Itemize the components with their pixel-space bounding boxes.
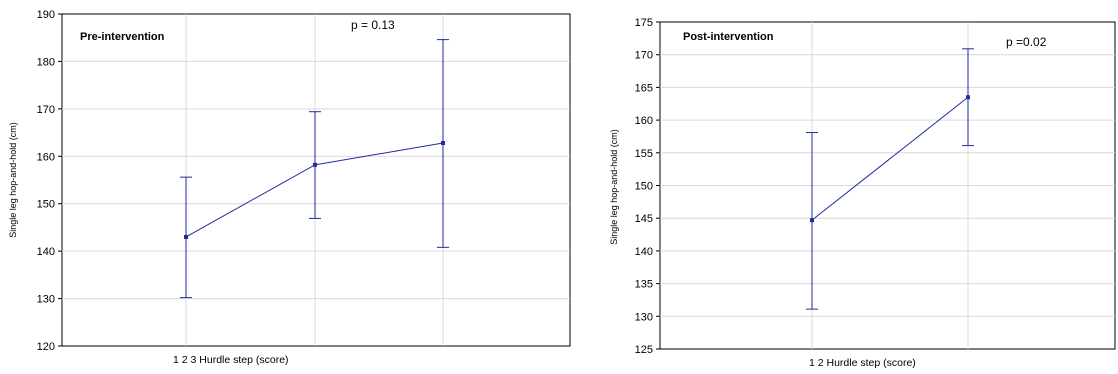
p-value-annotation: p = 0.13 — [351, 18, 395, 32]
x-axis-label: 1 2 Hurdle step (score) — [809, 357, 916, 369]
y-tick-label: 190 — [37, 9, 55, 21]
y-tick-label: 155 — [635, 148, 653, 160]
y-axis-ticks: 125 130 135 140 145 150 155 160 165 170 175 — [635, 17, 660, 356]
y-tick-label: 120 — [37, 341, 55, 353]
y-tick-label: 175 — [635, 17, 653, 29]
y-tick-label: 160 — [37, 151, 55, 163]
chart-title: Post-intervention — [683, 31, 774, 43]
y-tick-label: 135 — [635, 279, 653, 291]
y-axis-ticks: 120 130 140 150 160 170 180 190 — [37, 9, 62, 353]
y-axis-label: Single leg hop-and-hold (cm) — [609, 129, 619, 245]
plot-area — [61, 13, 571, 347]
y-tick-label: 150 — [635, 181, 653, 193]
y-tick-label: 145 — [635, 213, 653, 225]
data-point — [810, 218, 814, 223]
y-tick-label: 170 — [635, 50, 653, 62]
post-intervention-chart: 125 130 135 140 145 150 155 160 165 170 175 Post-i… — [609, 17, 1116, 369]
data-points — [810, 95, 970, 223]
y-tick-label: 140 — [37, 246, 55, 258]
y-tick-label: 180 — [37, 56, 55, 68]
pre-intervention-chart: 120 130 140 150 160 170 180 190 Pre-interventio… — [8, 9, 571, 366]
y-tick-label: 140 — [635, 246, 653, 258]
y-tick-label: 130 — [37, 294, 55, 306]
y-tick-label: 150 — [37, 199, 55, 211]
data-points — [184, 141, 445, 239]
data-point — [441, 141, 445, 146]
series-line — [811, 96, 969, 221]
data-point — [966, 95, 970, 100]
y-tick-label: 165 — [635, 82, 653, 94]
data-point — [184, 234, 188, 239]
y-tick-label: 170 — [37, 104, 55, 116]
grid — [660, 22, 1115, 349]
y-tick-label: 160 — [635, 115, 653, 127]
p-value-annotation: p =0.02 — [1006, 35, 1047, 49]
data-point — [313, 162, 317, 167]
y-axis-label: Single leg hop-and-hold (cm) — [8, 122, 18, 238]
y-tick-label: 130 — [635, 311, 653, 323]
chart-title: Pre-intervention — [80, 31, 165, 43]
y-tick-label: 125 — [635, 344, 653, 356]
x-axis-label: 1 2 3 Hurdle step (score) — [173, 354, 289, 366]
